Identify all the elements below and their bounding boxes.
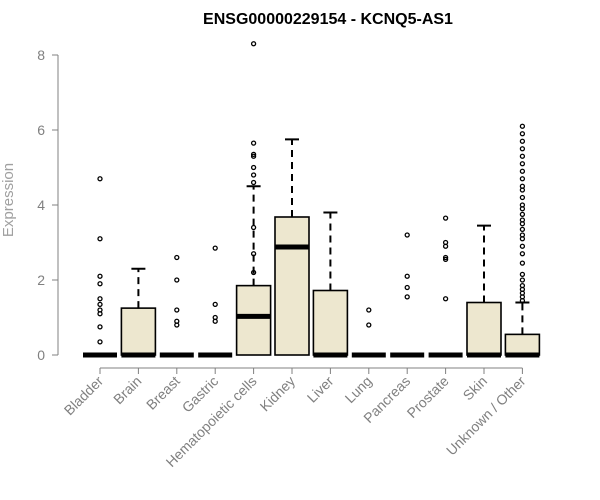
y-axis: 0 2 4 6 8: [37, 47, 59, 363]
box-group: [274, 138, 310, 356]
box-group: [312, 211, 349, 358]
outlier-point: [250, 172, 257, 178]
box: [120, 307, 157, 356]
outlier-point: [519, 194, 526, 201]
outlier-point: [250, 151, 257, 158]
outlier-point: [442, 296, 449, 302]
box-group: [351, 307, 386, 358]
outlier-point: [97, 273, 103, 279]
y-axis-label: Expression: [0, 163, 17, 237]
outlier-point: [519, 138, 526, 144]
outlier-point: [97, 324, 103, 330]
outlier-point: [519, 243, 526, 249]
outlier-point: [519, 161, 526, 167]
y-tick-label: 4: [37, 197, 45, 213]
outlier-point: [212, 318, 218, 324]
outlier-point: [174, 277, 180, 283]
box: [274, 216, 310, 356]
box-group: [235, 41, 272, 356]
y-tick-label: 6: [37, 122, 45, 138]
outlier-point: [404, 284, 410, 291]
outlier-point: [519, 211, 526, 218]
outlier-point: [442, 254, 449, 261]
outlier-point: [519, 260, 526, 266]
box: [466, 301, 502, 356]
outlier-point: [404, 232, 410, 238]
outlier-point: [519, 221, 526, 227]
x-tick-label: Liver: [304, 373, 337, 406]
x-tick-label: Brain: [110, 373, 144, 407]
outlier-point: [366, 322, 372, 328]
box-group: [198, 245, 233, 358]
outlier-point: [250, 224, 257, 231]
outlier-point: [519, 123, 526, 129]
outlier-point: [442, 215, 449, 221]
box-group: [504, 123, 541, 358]
box-group: [83, 176, 117, 358]
outlier-point: [442, 243, 449, 249]
x-tick-label: Bladder: [61, 373, 107, 419]
outlier-point: [519, 277, 526, 283]
outlier-point: [250, 140, 257, 146]
outlier-point: [519, 168, 526, 174]
outlier-point: [519, 226, 526, 233]
outlier-point: [250, 251, 257, 257]
outlier-point: [250, 164, 257, 171]
outlier-point: [366, 307, 372, 313]
box-group: [159, 254, 194, 358]
x-tick-label: Breast: [143, 373, 183, 413]
outlier-point: [404, 273, 410, 279]
box-group: [390, 232, 425, 358]
box: [312, 289, 349, 356]
outlier-point: [212, 301, 218, 308]
outlier-point: [174, 322, 180, 328]
plot-area: [83, 41, 541, 358]
outlier-point: [174, 254, 180, 261]
outlier-point: [97, 311, 103, 317]
outlier-point: [97, 296, 103, 302]
outlier-point: [250, 179, 257, 186]
box: [235, 284, 272, 356]
outlier-point: [519, 131, 526, 137]
outlier-point: [519, 153, 526, 159]
outlier-point: [442, 256, 449, 263]
chart-title: ENSG00000229154 - KCNQ5-AS1: [203, 11, 453, 28]
y-tick-label: 8: [37, 47, 45, 63]
outlier-point: [97, 281, 103, 287]
box-group: [120, 267, 157, 358]
outlier-point: [519, 236, 526, 242]
outlier-point: [519, 146, 526, 152]
x-tick-label: Prostate: [404, 373, 452, 421]
outlier-point: [250, 153, 257, 159]
outlier-point: [519, 251, 526, 257]
outlier-point: [250, 269, 257, 276]
outlier-point: [519, 297, 526, 304]
outlier-point: [174, 307, 180, 313]
outlier-point: [97, 339, 103, 345]
outlier-point: [250, 41, 257, 47]
outlier-point: [519, 206, 526, 212]
outlier-point: [97, 236, 103, 242]
box-group: [428, 215, 463, 358]
x-tick-label: Lung: [342, 373, 375, 406]
y-tick-label: 0: [37, 347, 45, 363]
outlier-point: [97, 301, 103, 308]
outlier-point: [519, 187, 526, 193]
outlier-point: [519, 176, 526, 182]
box: [504, 333, 541, 356]
box-group: [466, 224, 502, 358]
x-tick-label: Skin: [460, 373, 491, 404]
y-tick-label: 2: [37, 272, 45, 288]
outlier-point: [97, 176, 103, 182]
outlier-point: [212, 245, 218, 251]
x-tick-label: Kidney: [257, 373, 299, 415]
outlier-point: [404, 294, 410, 300]
outlier-point: [519, 271, 526, 278]
